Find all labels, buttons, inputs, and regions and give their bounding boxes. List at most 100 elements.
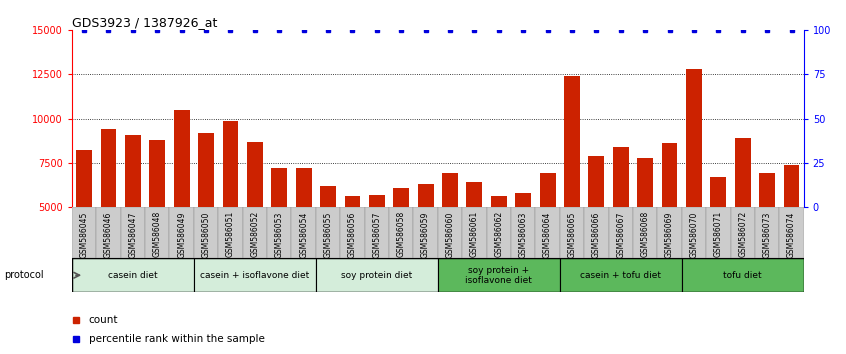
Bar (320, 186, 336, 207)
Bar (222, 121, 239, 207)
Bar (198, 133, 214, 207)
Bar (759, 173, 775, 207)
Bar (564, 76, 580, 207)
Bar (316, 207, 340, 258)
Text: GSM586065: GSM586065 (568, 211, 576, 258)
Bar (633, 207, 657, 258)
Bar (536, 207, 560, 258)
Bar (247, 142, 263, 207)
Text: GSM586066: GSM586066 (592, 211, 601, 258)
Text: GSM586068: GSM586068 (640, 211, 650, 257)
Bar (515, 193, 531, 207)
Bar (560, 258, 682, 292)
Bar (72, 258, 194, 292)
Bar (365, 207, 389, 258)
Text: GSM586061: GSM586061 (470, 211, 479, 257)
Bar (584, 207, 608, 258)
Text: GSM586058: GSM586058 (397, 211, 406, 257)
Text: GSM586063: GSM586063 (519, 211, 528, 258)
Text: GSM586050: GSM586050 (201, 211, 211, 258)
Text: GSM586064: GSM586064 (543, 211, 552, 258)
Bar (755, 207, 779, 258)
Text: GSM586060: GSM586060 (446, 211, 454, 258)
Bar (316, 258, 438, 292)
Bar (418, 184, 433, 207)
Text: GSM586070: GSM586070 (689, 211, 699, 258)
Text: GSM586069: GSM586069 (665, 211, 674, 258)
Text: GSM586071: GSM586071 (714, 211, 722, 257)
Bar (462, 207, 486, 258)
Bar (706, 207, 730, 258)
Text: casein diet: casein diet (108, 271, 157, 280)
Text: casein + tofu diet: casein + tofu diet (580, 271, 662, 280)
Bar (272, 168, 287, 207)
Bar (779, 207, 804, 258)
Bar (344, 196, 360, 207)
Text: GSM586049: GSM586049 (177, 211, 186, 258)
Text: GSM586047: GSM586047 (129, 211, 137, 258)
Text: GSM586052: GSM586052 (250, 211, 260, 257)
Bar (169, 207, 194, 258)
Bar (369, 195, 385, 207)
Bar (783, 165, 799, 207)
Bar (735, 138, 750, 207)
Text: GSM586056: GSM586056 (348, 211, 357, 258)
Bar (173, 110, 190, 207)
Text: GSM586057: GSM586057 (372, 211, 382, 258)
Bar (682, 258, 804, 292)
Text: soy protein diet: soy protein diet (341, 271, 413, 280)
Text: percentile rank within the sample: percentile rank within the sample (89, 333, 265, 344)
Text: GSM586073: GSM586073 (762, 211, 772, 258)
Bar (540, 173, 556, 207)
Bar (414, 207, 438, 258)
Text: tofu diet: tofu diet (723, 271, 762, 280)
Bar (72, 207, 96, 258)
Text: soy protein +
isoflavone diet: soy protein + isoflavone diet (465, 266, 532, 285)
Text: GSM586067: GSM586067 (616, 211, 625, 258)
Text: GSM586059: GSM586059 (421, 211, 430, 258)
Bar (511, 207, 536, 258)
Bar (442, 173, 458, 207)
Bar (657, 207, 682, 258)
Bar (711, 177, 726, 207)
Bar (608, 207, 633, 258)
Text: GSM586053: GSM586053 (275, 211, 283, 258)
Bar (101, 129, 117, 207)
Bar (96, 207, 121, 258)
Bar (194, 258, 316, 292)
Text: GSM586051: GSM586051 (226, 211, 235, 257)
Bar (389, 207, 414, 258)
Text: GSM586055: GSM586055 (323, 211, 332, 258)
Bar (486, 207, 511, 258)
Text: GSM586062: GSM586062 (494, 211, 503, 257)
Bar (267, 207, 291, 258)
Bar (637, 158, 653, 207)
Text: GSM586046: GSM586046 (104, 211, 113, 258)
Text: GSM586048: GSM586048 (153, 211, 162, 257)
Bar (76, 150, 92, 207)
Bar (686, 69, 702, 207)
Bar (218, 207, 243, 258)
Text: GDS3923 / 1387926_at: GDS3923 / 1387926_at (72, 16, 217, 29)
Text: count: count (89, 315, 118, 325)
Bar (150, 140, 165, 207)
Bar (125, 135, 140, 207)
Text: GSM586045: GSM586045 (80, 211, 89, 258)
Bar (613, 147, 629, 207)
Bar (243, 207, 267, 258)
Bar (491, 195, 507, 207)
Bar (194, 207, 218, 258)
Text: GSM586074: GSM586074 (787, 211, 796, 258)
Bar (340, 207, 365, 258)
Text: protocol: protocol (4, 270, 44, 280)
Text: GSM586072: GSM586072 (739, 211, 747, 257)
Text: GSM586054: GSM586054 (299, 211, 308, 258)
Bar (662, 143, 678, 207)
Bar (393, 188, 409, 207)
Bar (121, 207, 145, 258)
Bar (438, 258, 560, 292)
Bar (438, 207, 462, 258)
Bar (682, 207, 706, 258)
Bar (291, 207, 316, 258)
Bar (296, 168, 311, 207)
